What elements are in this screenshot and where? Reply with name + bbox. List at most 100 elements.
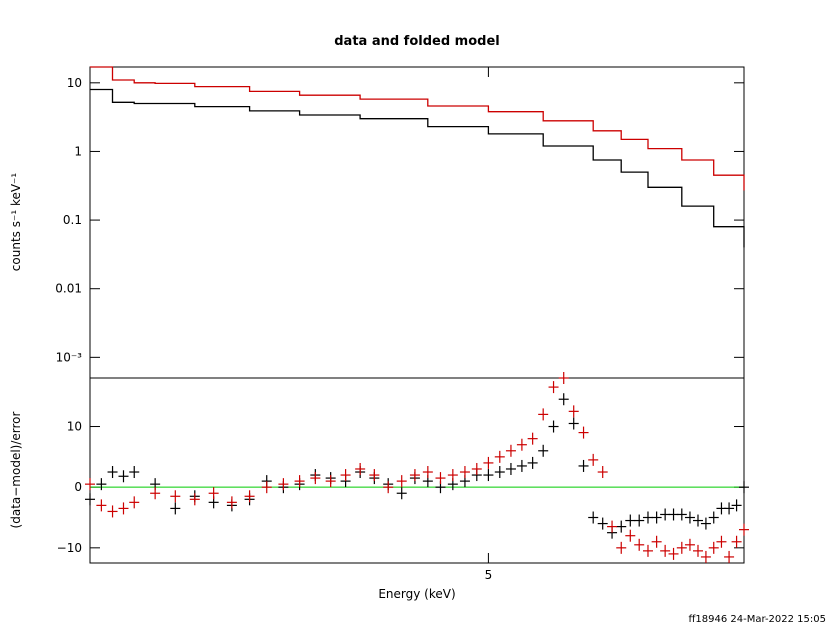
residual-point-red [651,535,662,548]
residual-point-red [310,472,321,485]
residual-point-black [731,499,742,512]
residual-point-red [208,487,219,500]
residual-point-red [558,372,569,384]
residual-point-red [634,538,645,551]
spectrum-y-tick-label: 0.1 [63,213,82,227]
residual-point-red [716,535,727,548]
residual-point-black [724,502,735,515]
residual-y-tick-label: 0 [74,480,82,494]
residual-point-red [96,499,107,512]
residual-point-red [483,456,494,469]
residual-point-red [435,472,446,485]
spectrum-y-tick-label: 10⁻³ [56,350,83,364]
residual-point-black [170,502,181,515]
residual-point-black [118,470,129,483]
residual-point-red [226,496,237,509]
residual-point-red [616,541,627,554]
residual-point-black [739,481,749,494]
residual-point-red [684,538,695,551]
residual-point-red [516,438,527,451]
residual-y-axis-label: (data−model)/error [9,411,23,528]
residual-point-black [527,456,538,469]
residual-point-red [668,547,679,560]
residual-point-black [578,459,589,472]
residual-point-black [538,444,549,457]
residual-point-red [129,496,140,509]
residual-point-red [724,550,735,563]
residual-point-red [294,475,305,488]
residual-point-black [129,466,140,479]
residual-point-black [548,420,559,433]
residual-point-black [494,466,505,479]
chart-title: data and folded model [334,34,500,49]
residual-point-black [558,393,569,406]
residual-point-red [494,450,505,463]
residual-point-red [118,502,129,515]
residual-point-black [107,466,118,479]
residual-point-red [538,408,549,421]
footer-timestamp: ff18946 24-Mar-2022 15:05 [689,614,827,625]
residual-point-black [700,517,711,530]
residual-y-tick-label: −10 [57,541,82,555]
spectrum-series-black [90,88,745,248]
residual-point-red [739,523,749,536]
residual-point-red [355,462,366,475]
residual-point-black [85,493,95,506]
residual-point-black [692,514,703,527]
residual-point-red [383,481,394,494]
residual-point-red [625,529,636,542]
residual-point-red [676,541,687,554]
residual-y-tick-label: 10 [67,420,82,434]
residual-point-red [568,405,579,418]
residual-point-red [422,466,433,479]
spectrum-y-tick-label: 0.01 [55,282,82,296]
spectrum-y-tick-label: 1 [74,144,82,158]
residual-panel-frame [89,377,745,564]
residual-point-red [548,381,559,394]
residual-point-black [505,462,516,475]
residual-point-black [684,511,695,524]
residual-point-black [634,514,645,527]
residual-point-black [708,511,719,524]
residual-point-red [692,544,703,557]
residual-point-red [278,478,289,491]
residual-point-red [244,490,255,503]
residual-point-red [409,469,420,482]
residual-point-red [731,535,742,548]
residual-point-red [607,520,618,533]
residual-point-red [459,466,470,479]
residual-point-black [616,520,627,533]
residual-panel: 10 0 −10 5 (data−model)/error Energy (keV) [9,67,749,601]
residual-point-black [651,511,662,524]
residual-point-red [660,544,671,557]
residual-point-red [396,475,407,488]
residual-point-red [597,466,608,479]
residual-point-red [700,550,711,563]
residual-point-red [369,469,380,482]
residual-point-red [505,444,516,457]
residual-point-black [676,508,687,521]
spectrum-series-red [90,66,745,191]
residual-point-red [340,469,351,482]
residual-point-black [660,508,671,521]
residual-point-red [85,478,95,491]
residual-point-black [597,517,608,530]
residual-point-red [447,469,458,482]
residual-point-black [96,478,107,491]
residual-point-red [107,505,118,518]
residual-point-black [642,511,653,524]
residual-point-red [708,541,719,554]
residual-point-red [578,426,589,439]
residual-point-red [170,490,181,503]
residual-point-red [261,481,272,494]
x-axis-label: Energy (keV) [378,587,455,601]
residual-point-red [150,487,161,500]
residual-point-black [516,459,527,472]
residual-point-black [568,417,579,430]
spectrum-y-tick-label: 10 [67,76,82,90]
residual-point-black [483,469,494,482]
residual-point-black [625,514,636,527]
residual-point-red [325,475,336,488]
residual-point-black [588,511,599,524]
